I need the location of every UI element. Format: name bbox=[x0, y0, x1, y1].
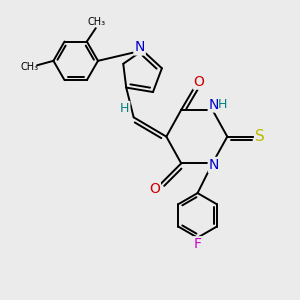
Text: N: N bbox=[209, 98, 219, 112]
Text: O: O bbox=[194, 75, 205, 88]
Text: CH₃: CH₃ bbox=[87, 16, 105, 27]
Text: H: H bbox=[218, 98, 227, 111]
Text: H: H bbox=[120, 102, 129, 115]
Text: CH₃: CH₃ bbox=[21, 62, 39, 72]
Text: O: O bbox=[149, 182, 160, 196]
Text: F: F bbox=[194, 237, 202, 251]
Text: S: S bbox=[255, 129, 265, 144]
Text: N: N bbox=[209, 158, 219, 172]
Text: N: N bbox=[134, 40, 145, 55]
